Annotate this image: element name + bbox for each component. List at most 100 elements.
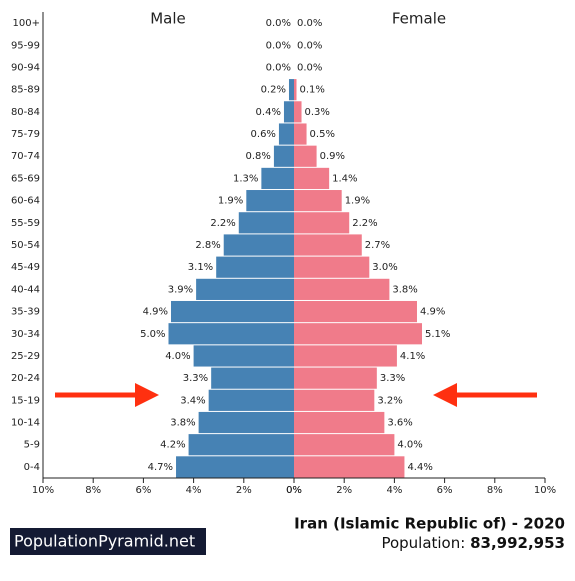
value-label: 0.0% [266,62,291,73]
x-tick-label: 0% [286,485,302,496]
value-label: 0.0% [297,62,322,73]
x-tick-label: 10% [534,485,556,496]
male-bar [198,411,294,434]
value-label: 0.2% [261,85,286,96]
female-bar [294,367,377,389]
population-label: Population: [381,534,465,552]
male-bar [261,167,294,190]
value-label: 3.8% [392,284,417,295]
age-label: 65-69 [11,173,40,184]
age-label: 30-34 [11,329,40,340]
value-label: 3.3% [183,373,208,384]
value-label: 2.7% [365,240,390,251]
male-bar [176,456,294,478]
value-label: 0.0% [297,18,322,29]
value-label: 3.1% [188,262,213,273]
value-label: 0.8% [246,151,271,162]
female-legend: Female [392,10,446,28]
male-bar [196,278,294,300]
female-bar [294,434,395,456]
population-value: 83,992,953 [470,534,565,552]
female-bar [294,300,417,323]
value-label: 5.1% [425,329,450,340]
right-arrow [433,383,537,407]
value-label: 0.0% [266,40,291,51]
female-bar [294,79,297,101]
age-label: 85-89 [11,85,40,96]
x-tick-label: 4% [386,485,402,496]
value-label: 4.2% [160,440,185,451]
male-bar [246,190,294,212]
value-label: 0.3% [305,107,330,118]
value-label: 3.2% [377,395,402,406]
value-label: 4.0% [165,351,190,362]
value-label: 4.1% [400,351,425,362]
x-tick-label: 6% [135,485,151,496]
age-label: 45-49 [11,262,40,273]
male-bar [238,212,294,234]
left-arrow [55,383,159,407]
female-bar [294,145,317,167]
male-bar [193,345,294,367]
male-bar [171,300,294,323]
value-label: 3.3% [380,373,405,384]
male-bar [283,101,294,123]
female-bar [294,190,342,212]
value-label: 2.8% [195,240,220,251]
male-bar [211,367,294,389]
female-bar [294,456,405,478]
female-bar [294,234,362,256]
value-label: 0.6% [251,129,276,140]
age-label: 10-14 [11,418,40,429]
female-bar [294,123,307,145]
x-tick-label: 2% [336,485,352,496]
x-tick-label: 6% [437,485,453,496]
value-label: 4.4% [407,462,432,473]
value-label: 3.6% [387,418,412,429]
age-label: 5-9 [24,440,40,451]
x-tick-label: 8% [85,485,101,496]
value-label: 1.9% [218,196,243,207]
female-bar [294,278,390,300]
population: Population: 83,992,953 [381,534,565,552]
age-label: 75-79 [11,129,40,140]
female-bar [294,345,397,367]
male-bar [223,234,294,256]
value-label: 3.9% [168,284,193,295]
age-label: 60-64 [11,196,40,207]
age-label: 15-19 [11,395,40,406]
x-tick-label: 2% [236,485,252,496]
female-bar [294,167,330,190]
value-label: 0.5% [310,129,335,140]
value-label: 5.0% [140,329,165,340]
source: PopulationPyramid.net [14,532,195,551]
value-label: 4.9% [420,307,445,318]
value-label: 3.4% [180,395,205,406]
male-bar [288,79,294,101]
male-bar [278,123,294,145]
value-label: 1.9% [345,196,370,207]
age-label: 0-4 [24,462,40,473]
value-label: 0.4% [256,107,281,118]
age-label: 25-29 [11,351,40,362]
male-bar [273,145,294,167]
value-label: 3.0% [372,262,397,273]
female-bar [294,323,423,345]
value-label: 3.8% [170,418,195,429]
female-bar [294,101,302,123]
age-label: 90-94 [11,62,40,73]
x-tick-label: 10% [32,485,54,496]
x-tick-label: 0% [286,485,302,496]
female-bar [294,389,375,411]
x-tick-label: 4% [186,485,202,496]
age-label: 100+ [13,18,40,29]
value-label: 2.2% [352,218,377,229]
value-label: 0.0% [266,18,291,29]
chart-title: Iran (Islamic Republic of) - 2020 [294,515,565,533]
age-label: 40-44 [11,284,40,295]
value-label: 4.9% [143,307,168,318]
value-label: 1.3% [233,173,258,184]
value-label: 4.0% [397,440,422,451]
female-bar [294,256,370,278]
